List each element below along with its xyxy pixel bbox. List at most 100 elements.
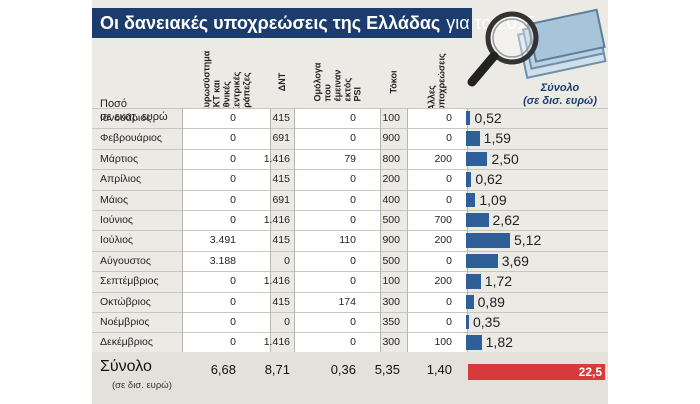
- total-value-label: 1,09: [479, 191, 507, 208]
- row-divider: [92, 271, 608, 273]
- total-value-label: 0,62: [475, 171, 503, 188]
- column-divider: [270, 108, 271, 404]
- table-cell: 0: [350, 132, 356, 145]
- month-label: Φεβρουάριος: [100, 132, 162, 145]
- column-header-text: Άλλες υποχρεώσεις: [426, 53, 447, 111]
- total-bar: [466, 335, 482, 350]
- total-bar: [466, 253, 498, 269]
- table-cell: 400: [382, 193, 400, 206]
- total-row-sublabel: (σε δισ. ευρώ): [112, 380, 172, 391]
- table-cell: 1.416: [263, 152, 290, 165]
- total-bar: [466, 213, 489, 228]
- row-divider: [92, 332, 608, 334]
- grand-total-value: 22,5: [578, 365, 602, 379]
- chart-title: Οι δανειακές υποχρεώσεις της Ελλάδας: [100, 12, 441, 33]
- table-cell: 0: [230, 193, 236, 206]
- table-cell: 200: [434, 152, 452, 165]
- row-divider: [92, 312, 608, 313]
- column-divider: [294, 108, 295, 404]
- row-divider: [92, 291, 608, 293]
- grand-total-bar: [468, 364, 605, 380]
- total-bar: [466, 294, 474, 309]
- total-row-label: Σύνολο: [100, 358, 152, 375]
- table-cell: 0: [446, 112, 452, 124]
- month-label: Σεπτέμβριος: [100, 275, 159, 288]
- total-bar: [466, 151, 488, 167]
- total-cell: 8,71: [264, 362, 290, 377]
- table-cell: 415: [272, 112, 290, 124]
- table-cell: 0: [350, 275, 356, 288]
- magnifier-icon: [467, 8, 607, 87]
- row-divider: [92, 148, 608, 150]
- table-cell: 0: [230, 336, 236, 349]
- table-cell: 0: [446, 295, 452, 308]
- total-bar: [466, 233, 510, 248]
- column-background: [294, 108, 380, 352]
- total-bar: [466, 172, 472, 187]
- month-label: Αύγουστος: [100, 254, 151, 267]
- month-label: Ιούλιος: [100, 234, 133, 247]
- table-cell: 200: [434, 275, 452, 288]
- table-cell: 691: [272, 132, 290, 145]
- column-divider: [380, 108, 381, 404]
- column-header-text: Ομόλογα που έμειναν εκτός PSI: [312, 62, 362, 102]
- table-cell: 691: [272, 193, 290, 206]
- month-label: Δεκέμβριος: [100, 336, 153, 349]
- table-cell: 3.491: [209, 234, 236, 247]
- table-cell: 300: [382, 336, 400, 349]
- total-value-label: 5,12: [514, 232, 542, 249]
- table-cell: 0: [446, 132, 452, 145]
- total-value-label: 0,52: [474, 110, 502, 126]
- table-cell: 0: [350, 112, 356, 124]
- table-cell: 0: [284, 316, 290, 328]
- row-divider: [92, 250, 608, 252]
- total-value-label: 1,72: [484, 273, 513, 290]
- table-cell: 200: [434, 234, 452, 247]
- total-cell: 6,68: [210, 362, 236, 377]
- table-cell: 200: [382, 173, 400, 186]
- table-cell: 110: [339, 234, 356, 247]
- row-divider: [92, 210, 608, 211]
- total-value-label: 1,59: [483, 130, 511, 147]
- total-bar: [466, 315, 469, 330]
- table-cell: 0: [350, 254, 356, 267]
- row-divider: [92, 189, 608, 191]
- table-cell: 300: [382, 295, 400, 308]
- column-background: [407, 108, 467, 352]
- table-cell: 1.416: [263, 336, 290, 349]
- table-cell: 900: [382, 132, 400, 145]
- total-cell: 1,40: [426, 362, 452, 377]
- table-cell: 0: [350, 336, 356, 349]
- row-divider: [92, 128, 608, 130]
- table-cell: 0: [446, 193, 452, 206]
- total-bar: [466, 131, 480, 146]
- table-cell: 350: [382, 316, 400, 328]
- table-cell: 415: [272, 295, 290, 308]
- column-header-text: ΔΝΤ: [277, 72, 287, 92]
- table-cell: 0: [446, 173, 452, 186]
- table-cell: 0: [230, 152, 236, 165]
- total-cell: 0,36: [330, 362, 356, 377]
- month-label: Οκτώβριος: [100, 295, 151, 308]
- table-cell: 500: [382, 214, 400, 226]
- total-value-label: 1,82: [485, 334, 513, 351]
- table-cell: 0: [446, 316, 452, 328]
- month-label: Μάιος: [100, 193, 129, 206]
- total-column-header: Σύνολο (σε δισ. ευρώ): [523, 82, 597, 107]
- table-cell: 100: [382, 275, 400, 288]
- total-value-label: 0,89: [477, 293, 505, 310]
- total-value-label: 3,69: [501, 252, 529, 269]
- total-cell: 5,35: [374, 362, 400, 377]
- total-bar: [466, 111, 471, 126]
- table-cell: 415: [272, 173, 290, 186]
- table-cell: 415: [272, 234, 290, 247]
- table-cell: 0: [230, 275, 236, 288]
- title-bar: Οι δανειακές υποχρεώσεις της Ελλάδας για…: [92, 8, 537, 38]
- table-cell: 100: [382, 112, 400, 124]
- table-cell: 0: [284, 254, 290, 267]
- table-cell: 3.188: [209, 254, 236, 267]
- row-divider: [92, 230, 608, 232]
- table-cell: 1.416: [263, 214, 290, 226]
- row-header-label: Ποσό σε εκατ. ευρώ: [100, 98, 168, 123]
- table-cell: 0: [350, 193, 356, 206]
